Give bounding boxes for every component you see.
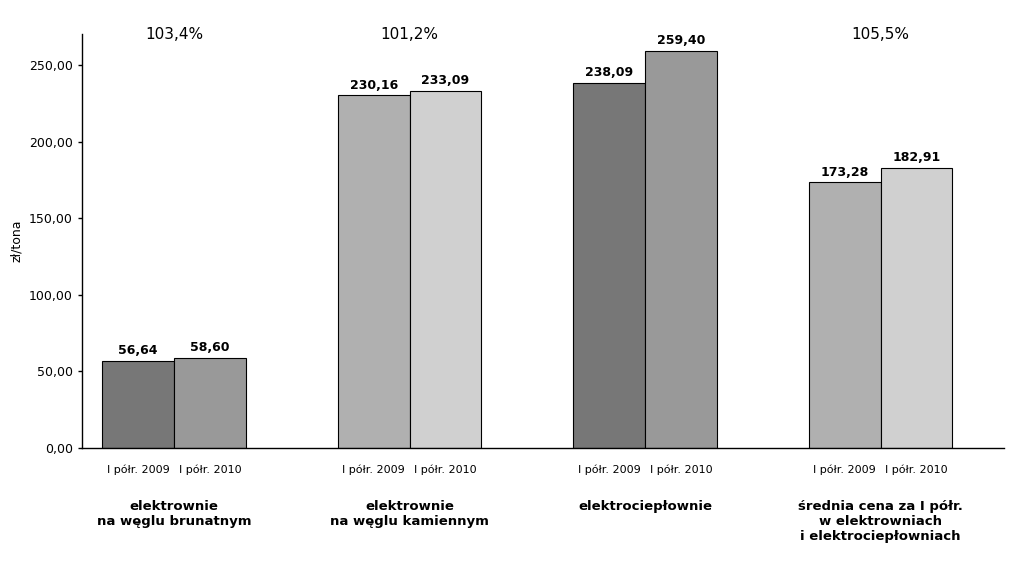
Text: 238,09: 238,09 [586,67,633,79]
Bar [809,183,881,448]
Text: średnia cena za I półr.
w elektrowniach
i elektrociepłowniach: średnia cena za I półr. w elektrowniach … [798,501,964,544]
Text: I półr. 2009: I półr. 2009 [813,464,877,475]
Text: elektrownie
na węglu brunatnym: elektrownie na węglu brunatnym [97,501,251,529]
Y-axis label: zł/tona: zł/tona [10,220,24,262]
Text: I półr. 2009: I półr. 2009 [342,464,406,475]
Bar [645,51,717,448]
Bar [573,83,645,448]
Text: 230,16: 230,16 [349,79,398,92]
Text: 182,91: 182,91 [892,151,941,164]
Text: I półr. 2010: I półr. 2010 [178,464,242,475]
Bar [338,95,410,448]
Text: 101,2%: 101,2% [381,27,438,42]
Bar [881,168,952,448]
Text: I półr. 2009: I półr. 2009 [106,464,170,475]
Text: I półr. 2010: I półr. 2010 [414,464,477,475]
Text: I półr. 2010: I półr. 2010 [649,464,713,475]
Bar [410,91,481,448]
Bar [102,361,174,448]
Text: 56,64: 56,64 [119,344,158,357]
Text: elektrociepłownie: elektrociepłownie [579,501,712,514]
Text: 103,4%: 103,4% [145,27,203,42]
Bar [174,358,246,448]
Text: 105,5%: 105,5% [852,27,909,42]
Text: 58,60: 58,60 [190,341,229,354]
Text: elektrownie
na węglu kamiennym: elektrownie na węglu kamiennym [330,501,489,529]
Text: 173,28: 173,28 [820,166,869,179]
Text: 233,09: 233,09 [422,74,469,87]
Text: I półr. 2009: I półr. 2009 [578,464,641,475]
Text: 259,40: 259,40 [656,34,706,47]
Text: I półr. 2010: I półr. 2010 [885,464,948,475]
